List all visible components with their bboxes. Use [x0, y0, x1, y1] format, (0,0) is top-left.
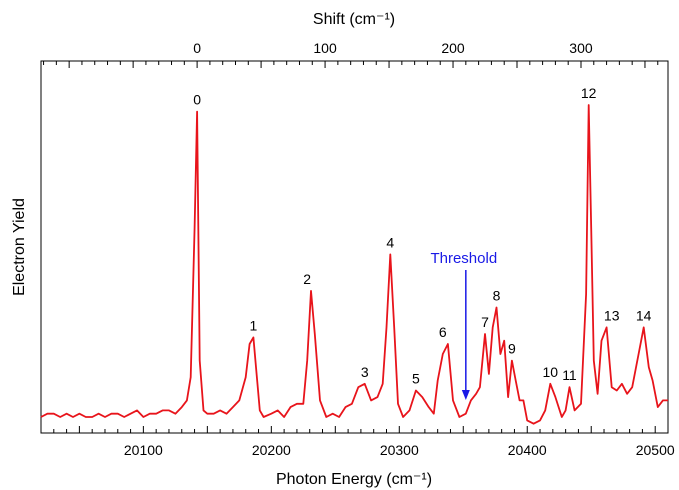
peak-label: 2 — [303, 271, 311, 287]
peak-label: 11 — [562, 367, 577, 383]
x2-tick-label: 300 — [569, 40, 593, 56]
peak-label: 8 — [493, 287, 501, 303]
x-tick-label: 20300 — [380, 442, 419, 458]
x-axis-top: 0 100 200 300 — [43, 40, 659, 68]
peak-label: 12 — [581, 85, 597, 101]
y-axis-title: Electron Yield — [11, 198, 28, 296]
peak-label: 6 — [439, 324, 447, 340]
series-line — [40, 104, 668, 425]
peak-label: 1 — [250, 317, 258, 333]
peak-label: 0 — [193, 92, 201, 108]
x-axis-title: Photon Energy (cm⁻¹) — [276, 471, 432, 488]
threshold-annotation: Threshold — [430, 250, 497, 400]
x2-tick-label: 200 — [441, 40, 465, 56]
x-tick-label: 20400 — [508, 442, 547, 458]
threshold-arrow-head — [461, 390, 470, 400]
x2-tick-label: 0 — [193, 40, 201, 56]
threshold-label: Threshold — [430, 250, 497, 267]
peak-label: 13 — [604, 307, 620, 323]
x-axis-bottom: 20100 20200 20300 20400 20500 — [40, 426, 675, 458]
x-tick-label: 20100 — [124, 442, 163, 458]
x-tick-label: 20500 — [636, 442, 675, 458]
x2-tick-label: 100 — [313, 40, 337, 56]
peak-label: 7 — [481, 314, 489, 330]
peak-label: 14 — [636, 307, 652, 323]
peak-label: 10 — [542, 364, 558, 380]
peak-label: 3 — [361, 364, 369, 380]
peak-label: 4 — [386, 234, 394, 250]
plot-frame — [40, 60, 669, 434]
peak-label: 5 — [412, 370, 420, 386]
x-tick-label: 20200 — [252, 442, 291, 458]
x2-axis-title: Shift (cm⁻¹) — [313, 11, 395, 28]
peak-label: 9 — [508, 341, 516, 357]
